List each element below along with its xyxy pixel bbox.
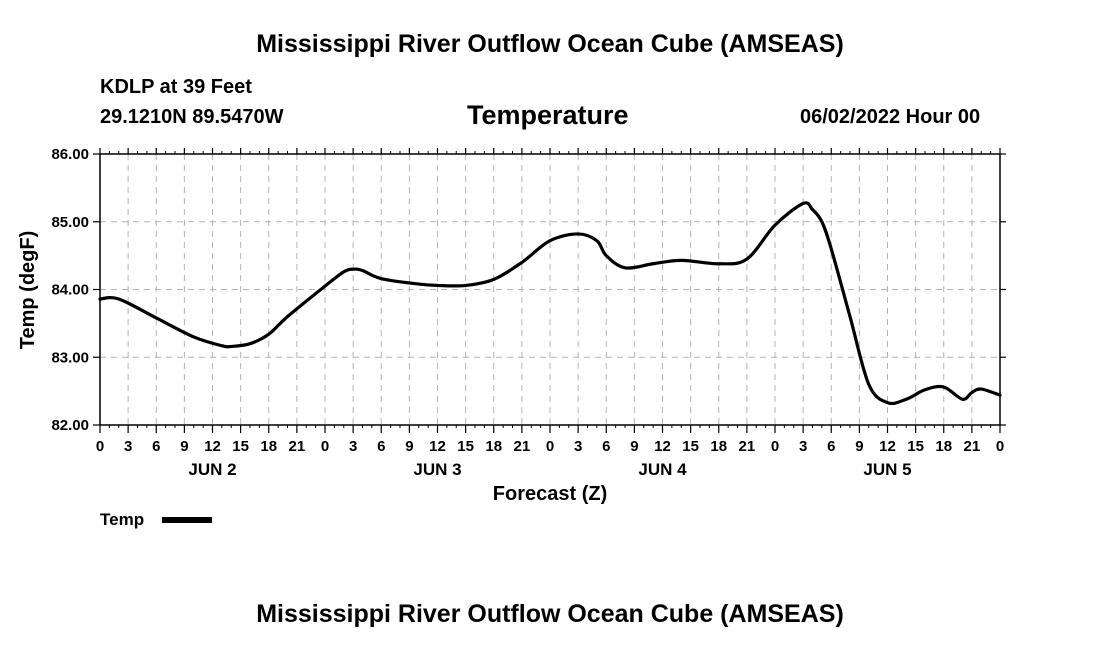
x-tick-label: 0	[96, 438, 104, 455]
x-tick-label: 12	[654, 438, 671, 455]
main-title: Mississippi River Outflow Ocean Cube (AM…	[256, 30, 844, 58]
x-tick-label: 18	[260, 438, 277, 455]
x-tick-label: 12	[204, 438, 221, 455]
x-tick-label: 3	[349, 438, 357, 455]
y-tick-label: 83.00	[51, 349, 89, 366]
x-tick-label: 12	[879, 438, 896, 455]
x-tick-label: 0	[996, 438, 1004, 455]
y-tick-label: 85.00	[51, 214, 89, 231]
x-tick-label: 6	[602, 438, 610, 455]
axis-ticks: 0 3 6 9 12 15 18 21 0 3 6 9 12 15 18 21 0 3 6 9 12 15 18 21 0 3 6 9…	[51, 146, 1006, 479]
x-tick-label: 21	[739, 438, 756, 455]
x-tick-label: 3	[574, 438, 582, 455]
day-label: JUN 4	[638, 460, 687, 479]
x-tick-label: 3	[799, 438, 807, 455]
x-tick-label: 15	[682, 438, 699, 455]
x-tick-label: 18	[710, 438, 727, 455]
x-tick-label: 18	[935, 438, 952, 455]
x-tick-label: 6	[377, 438, 385, 455]
chart-title: Temperature	[467, 100, 629, 130]
x-axis-label: Forecast (Z)	[493, 483, 607, 505]
x-tick-label: 15	[457, 438, 474, 455]
day-label: JUN 2	[188, 460, 236, 479]
footer-title: Mississippi River Outflow Ocean Cube (AM…	[256, 600, 844, 628]
forecast-datetime: 06/02/2022 Hour 00	[800, 106, 981, 128]
x-tick-label: 0	[771, 438, 779, 455]
x-tick-label: 15	[907, 438, 924, 455]
x-tick-label: 0	[321, 438, 329, 455]
x-tick-label: 9	[405, 438, 413, 455]
day-label: JUN 5	[863, 460, 911, 479]
station-label: KDLP at 39 Feet	[100, 76, 252, 98]
grid	[100, 154, 1000, 425]
x-tick-label: 21	[514, 438, 531, 455]
x-tick-label: 3	[124, 438, 132, 455]
day-label: JUN 3	[413, 460, 461, 479]
x-tick-label: 15	[232, 438, 249, 455]
legend-temp-label: Temp	[100, 510, 145, 529]
y-tick-label: 82.00	[51, 417, 89, 434]
x-tick-label: 9	[855, 438, 863, 455]
y-tick-label: 86.00	[51, 146, 89, 163]
x-tick-label: 0	[546, 438, 554, 455]
x-tick-label: 9	[180, 438, 188, 455]
x-tick-label: 9	[630, 438, 638, 455]
x-tick-label: 6	[152, 438, 160, 455]
x-tick-label: 21	[289, 438, 306, 455]
x-tick-label: 6	[827, 438, 835, 455]
y-axis-label: Temp (degF)	[17, 231, 39, 350]
coordinates-label: 29.1210N 89.5470W	[100, 106, 284, 128]
x-tick-label: 12	[429, 438, 446, 455]
x-tick-label: 21	[964, 438, 981, 455]
y-tick-label: 84.00	[51, 282, 89, 299]
x-tick-label: 18	[485, 438, 502, 455]
legend-temp-swatch	[162, 517, 212, 523]
temp-series-line	[98, 201, 1002, 406]
